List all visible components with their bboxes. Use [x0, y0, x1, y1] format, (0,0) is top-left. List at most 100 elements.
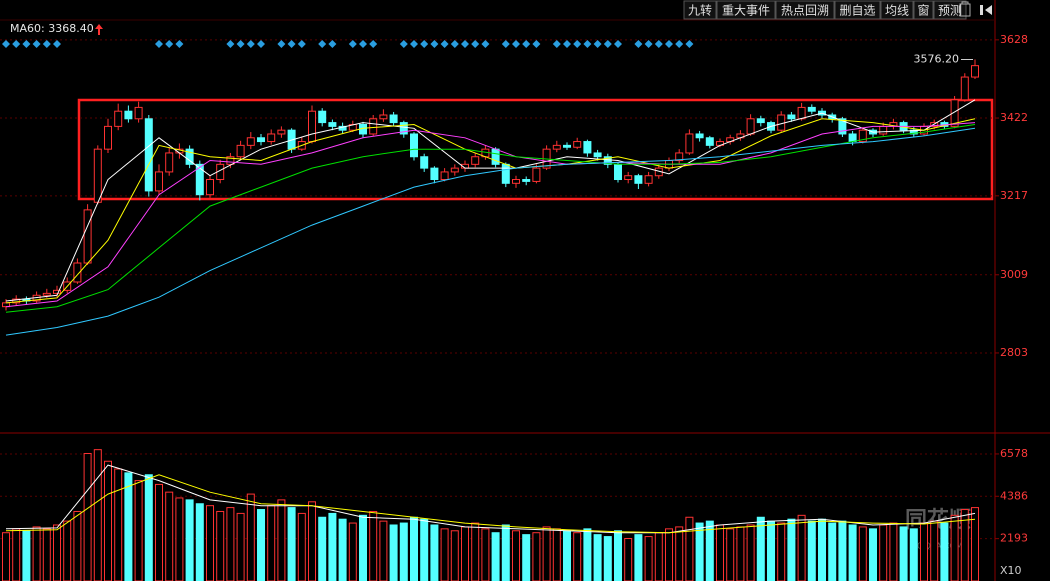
volume-bar: [226, 507, 235, 581]
candle-body: [522, 179, 531, 182]
volume-bar: [583, 528, 592, 581]
signal-marker: [440, 40, 449, 48]
candle-body: [267, 133, 276, 143]
volume-bar: [675, 526, 684, 581]
candle-body: [603, 156, 612, 165]
signal-marker: [501, 40, 510, 48]
candle-body: [838, 118, 847, 135]
toolbar-label[interactable]: 热点回溯: [781, 3, 829, 18]
y-tick-label: 3628: [1000, 33, 1028, 46]
toolbar-label[interactable]: 重大事件: [722, 4, 770, 18]
volume-bar: [726, 528, 735, 581]
volume-bar: [746, 524, 755, 581]
signal-marker: [522, 40, 531, 48]
volume-average-line: [5, 474, 976, 534]
toolbar-button[interactable]: [880, 0, 914, 20]
signal-marker: [32, 40, 41, 48]
volume-bar: [297, 512, 306, 581]
volume-bar: [807, 520, 816, 581]
signal-marker: [22, 40, 31, 48]
volume-bar: [420, 518, 429, 581]
signal-marker: [277, 40, 286, 48]
toolbar-label[interactable]: 删自选: [839, 4, 875, 18]
highlight-box: [77, 98, 994, 201]
candle-body: [450, 167, 459, 173]
signal-marker: [246, 40, 255, 48]
volume-bar: [206, 505, 214, 581]
candle-body: [879, 125, 888, 135]
volume-bar: [501, 524, 510, 581]
volume-bar: [195, 503, 204, 581]
toolbar-label[interactable]: 均线: [885, 4, 909, 18]
volume-bar: [512, 530, 520, 581]
candle-body: [756, 118, 765, 124]
volume-bar: [889, 522, 898, 581]
expand-icon[interactable]: [980, 5, 992, 15]
volume-bar: [399, 522, 408, 581]
volume-bar: [930, 520, 939, 581]
signal-marker: [471, 40, 480, 48]
signal-marker: [450, 40, 459, 48]
signal-marker: [318, 40, 327, 48]
volume-bar: [573, 532, 582, 581]
toolbar-button[interactable]: [913, 0, 934, 20]
signal-marker: [552, 40, 561, 48]
candle-body: [675, 152, 684, 162]
volume-bar: [277, 499, 286, 581]
candle-body: [491, 148, 500, 165]
toolbar-label[interactable]: 九转: [688, 3, 712, 18]
volume-bar: [705, 520, 714, 581]
volume-bar: [971, 507, 979, 581]
volume-bar: [83, 453, 92, 581]
toolbar-button[interactable]: [834, 0, 881, 20]
candle-body: [552, 144, 561, 150]
signal-marker: [593, 40, 602, 48]
toolbar-button[interactable]: [716, 0, 776, 20]
volume-bar: [797, 514, 806, 581]
candle-body: [12, 298, 21, 304]
signal-marker: [155, 40, 163, 48]
volume-bar: [716, 524, 724, 581]
candle-body: [532, 167, 541, 182]
volume-bar: [869, 528, 877, 581]
candle-body: [226, 156, 235, 165]
toolbar-label[interactable]: 预测: [938, 4, 962, 18]
signal-marker: [257, 40, 265, 48]
candle-body: [971, 65, 979, 78]
volume-bar: [767, 520, 775, 581]
volume-bar: [165, 491, 174, 581]
signal-marker: [665, 40, 673, 48]
volume-bar: [818, 518, 826, 581]
volume-bar: [532, 532, 541, 581]
up-arrow: [95, 24, 103, 35]
volume-bar: [777, 522, 786, 581]
toolbar-button[interactable]: [933, 0, 967, 20]
signal-marker: [226, 40, 235, 48]
candle-body: [246, 137, 255, 146]
high-annotation: 3576.20: [914, 53, 960, 66]
candle-body: [950, 99, 959, 127]
signal-marker: [481, 40, 490, 48]
toolbar-button[interactable]: [683, 0, 717, 20]
signal-marker: [573, 40, 582, 48]
signal-marker: [430, 40, 439, 48]
signal-marker: [236, 40, 245, 48]
y-tick-label: 3217: [1000, 189, 1028, 202]
candle-body: [501, 163, 510, 184]
candle-body: [104, 125, 112, 150]
candle-body: [787, 114, 796, 120]
toolbar-button[interactable]: [775, 0, 835, 20]
volume-bar: [267, 505, 276, 581]
volume-bar: [940, 522, 949, 581]
volume-bar: [287, 507, 296, 581]
candle-body: [695, 133, 704, 139]
volume-bar: [450, 530, 459, 581]
signal-marker: [614, 40, 622, 48]
candle-body: [236, 144, 245, 158]
volume-bar: [899, 526, 908, 581]
candle-body: [858, 129, 867, 143]
candle-body: [277, 129, 286, 135]
lock-icon[interactable]: [959, 1, 971, 17]
candle-body: [369, 118, 378, 135]
toolbar-label[interactable]: 窗: [917, 4, 929, 18]
